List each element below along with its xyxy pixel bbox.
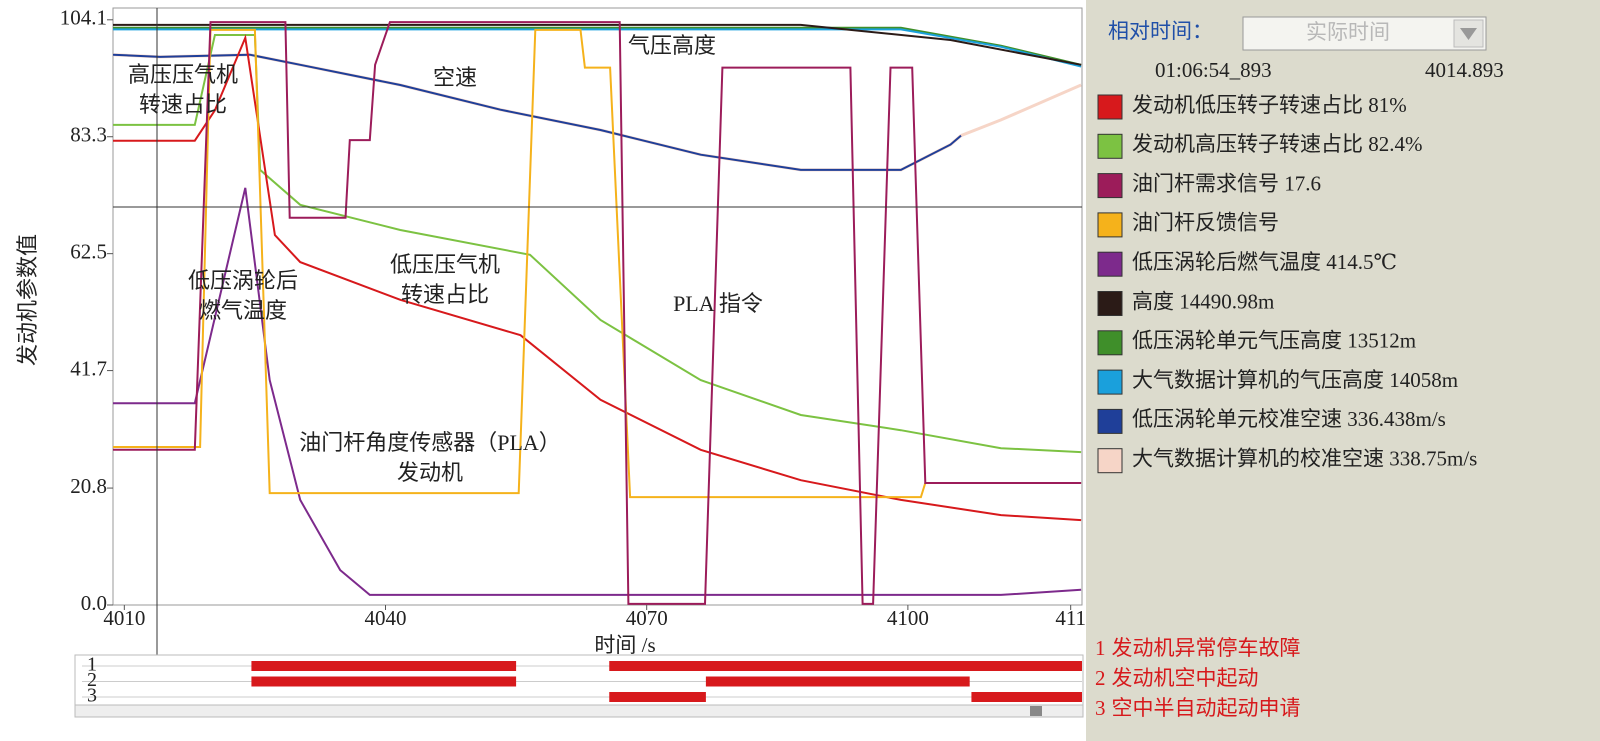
legend-label: 低压涡轮后燃气温度 414.5℃ xyxy=(1132,250,1397,274)
series-line xyxy=(113,28,1082,499)
mode-select[interactable] xyxy=(1242,16,1487,51)
y-tick-label: 62.5 xyxy=(70,239,107,263)
event-bar xyxy=(609,661,1082,671)
scrollbar[interactable] xyxy=(74,704,1084,718)
annotation: 气压高度 xyxy=(628,33,716,58)
legend-swatch xyxy=(1097,133,1123,159)
mode-label: 相对时间： xyxy=(1108,19,1213,43)
x-axis-label: 时间 /s xyxy=(594,633,655,657)
y-tick-label: 0.0 xyxy=(81,591,107,615)
legend-label: 大气数据计算机的气压高度 14058m xyxy=(1132,368,1458,392)
event-bar xyxy=(251,661,517,671)
annotation: 油门杆角度传感器（PLA） xyxy=(299,430,561,455)
cursor-time: 4014.893 xyxy=(1425,58,1504,82)
legend-swatch xyxy=(1097,251,1123,277)
legend-swatch xyxy=(1097,448,1123,474)
legend-swatch xyxy=(1097,291,1123,316)
side-panel xyxy=(1086,0,1600,741)
event-legend: 3 空中半自动起动申请 xyxy=(1095,696,1301,720)
event-row-id: 1 xyxy=(87,654,97,676)
cursor-clock: 01:06:54_893 xyxy=(1155,58,1272,82)
event-bar xyxy=(705,676,970,687)
y-tick-label: 41.7 xyxy=(70,356,107,380)
legend-swatch xyxy=(1097,212,1123,238)
lines xyxy=(113,21,1082,605)
x-tick-label: 4070 xyxy=(626,606,668,630)
legend-label: 低压涡轮单元气压高度 13512m xyxy=(1132,329,1416,353)
event-bar xyxy=(971,692,1082,702)
x-tick-label: 4100 xyxy=(887,606,929,630)
event-legend: 1 发动机异常停车故障 xyxy=(1095,636,1301,660)
x-tick-label: 411 xyxy=(1055,606,1086,630)
annotation: 低压涡轮后 xyxy=(188,268,298,293)
series-line xyxy=(113,53,962,171)
series-line xyxy=(113,23,1082,66)
annotation: 燃气温度 xyxy=(199,298,287,323)
y-axis-label: 发动机参数值 xyxy=(15,234,40,366)
series-line xyxy=(113,21,1082,605)
legend-label: 大气数据计算机的校准空速 338.75m/s xyxy=(1132,447,1477,471)
annotation: 转速占比 xyxy=(401,282,489,307)
x-tick-label: 4040 xyxy=(365,606,407,630)
event-id: 1 xyxy=(1095,636,1106,660)
legend-label: 发动机高压转子转速占比 82.4% xyxy=(1132,132,1423,156)
legend-swatch xyxy=(1097,369,1123,395)
event-bar xyxy=(609,692,706,702)
event-name: 发动机空中起动 xyxy=(1112,666,1259,690)
annotation: 发动机 xyxy=(397,460,463,485)
x-tick-label: 4010 xyxy=(103,606,145,630)
event-name: 空中半自动起动申请 xyxy=(1112,696,1301,720)
event-id: 3 xyxy=(1095,696,1106,720)
event-row-id: 2 xyxy=(87,669,97,691)
legend-swatch xyxy=(1097,94,1123,120)
annotation: PLA 指令 xyxy=(673,291,763,316)
y-tick-label: 20.8 xyxy=(70,474,107,498)
legend-label: 发动机低压转子转速占比 81% xyxy=(1132,93,1407,117)
legend-swatch xyxy=(1097,408,1123,434)
legend-label: 低压涡轮单元校准空速 336.438m/s xyxy=(1132,407,1446,431)
event-legend: 2 发动机空中起动 xyxy=(1095,666,1259,690)
legend-label: 高度 14490.98m xyxy=(1132,289,1274,313)
mode-select-text[interactable]: 实际时间 xyxy=(1306,20,1390,44)
event-id: 2 xyxy=(1095,666,1106,690)
legend-swatch xyxy=(1097,173,1123,199)
annotation: 高压压气机 xyxy=(128,62,238,87)
scroll-thumb[interactable] xyxy=(1030,706,1042,716)
series-line xyxy=(113,26,1082,66)
annotation: 低压压气机 xyxy=(390,252,500,277)
select-arrow xyxy=(1460,28,1477,40)
series-line xyxy=(113,187,1082,596)
legend-label: 油门杆需求信号 17.6 xyxy=(1132,171,1321,195)
event-name: 发动机异常停车故障 xyxy=(1112,636,1301,660)
event-bar xyxy=(251,676,517,687)
annotation: 转速占比 xyxy=(139,92,227,117)
y-tick-label: 83.3 xyxy=(70,123,107,147)
series-line xyxy=(113,34,1082,454)
legend-label: 油门杆反馈信号 xyxy=(1132,211,1279,235)
annotation: 空速 xyxy=(433,65,477,90)
y-tick-label: 104.1 xyxy=(60,6,107,30)
legend-swatch xyxy=(1097,330,1123,356)
event-row-id: 3 xyxy=(87,685,97,707)
